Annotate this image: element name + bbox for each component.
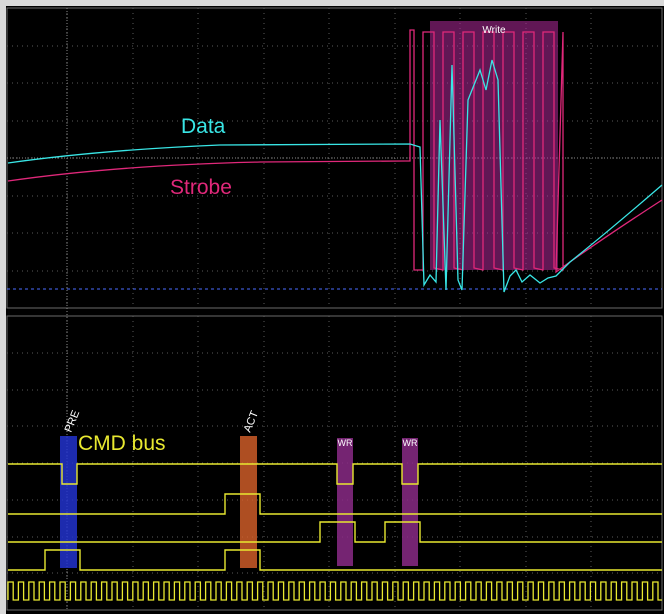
write-region-label: Write — [482, 25, 506, 36]
cmd-line-1 — [8, 463, 662, 485]
wr-marker-label-2: WR — [403, 438, 418, 448]
wr-marker-1 — [337, 438, 353, 566]
top-bezel — [0, 0, 664, 6]
cmd-line-4 — [8, 549, 662, 571]
traces — [7, 29, 663, 601]
cmd-line-2 — [8, 493, 662, 515]
strobe-trace-label: Strobe — [170, 176, 232, 199]
data-trace-label: Data — [181, 115, 226, 138]
wr-marker-2 — [402, 438, 418, 566]
pre-marker — [60, 436, 77, 568]
act-marker — [240, 436, 257, 568]
cmd-line-3 — [8, 521, 662, 543]
data-trace — [7, 59, 663, 293]
left-bezel — [0, 0, 6, 614]
wr-marker-label-1: WR — [338, 438, 353, 448]
clock-trace — [7, 581, 662, 601]
cmd-bus-label: CMD bus — [78, 432, 166, 455]
